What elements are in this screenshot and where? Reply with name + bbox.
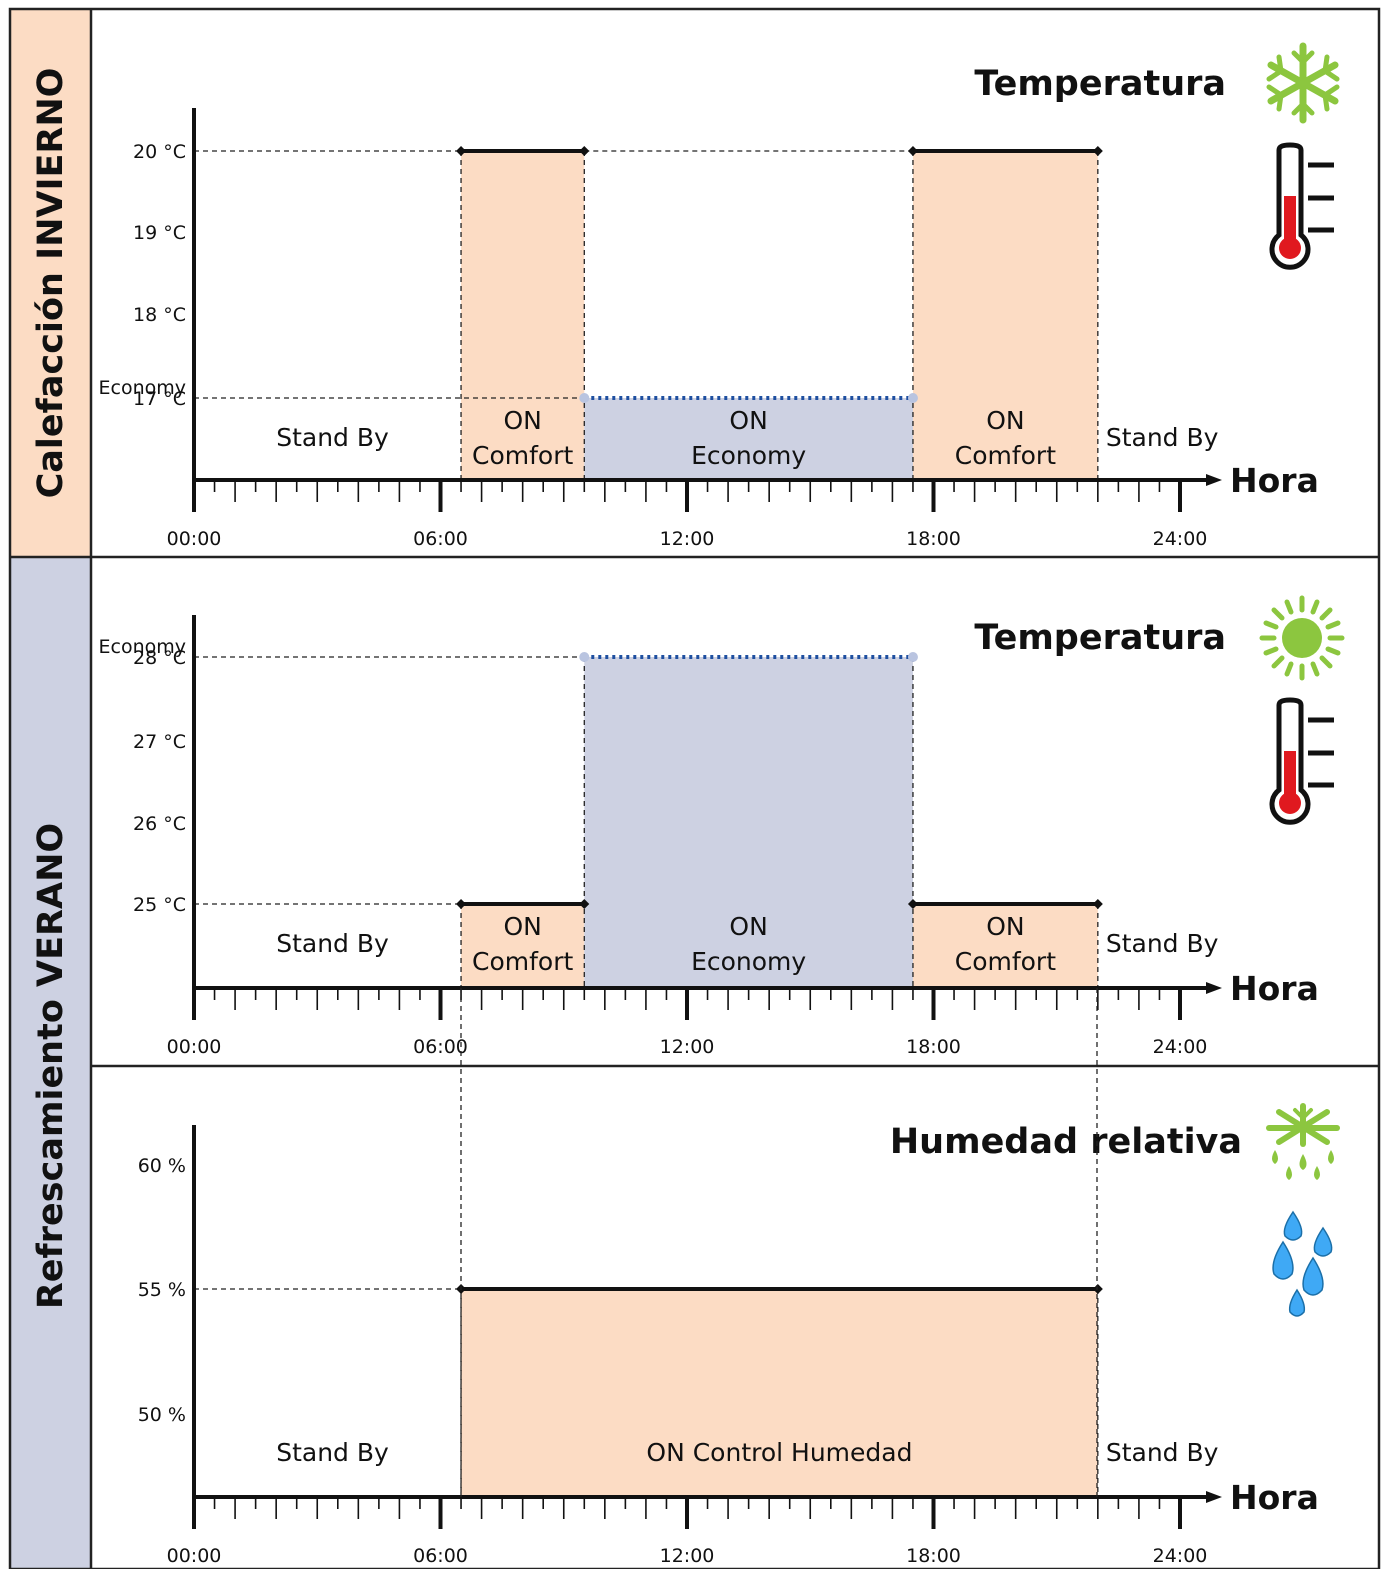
x-tick-label: 18:00 <box>906 528 961 550</box>
x-tick-label: 12:00 <box>660 1545 715 1567</box>
band-label: ON Control Humedad <box>646 1438 912 1467</box>
economy-band <box>584 657 913 988</box>
chart-title: Humedad relativa <box>890 1122 1242 1162</box>
thermometer-icon <box>1269 142 1334 270</box>
y-tick-label: 18 °C <box>133 304 186 326</box>
standby-label: Stand By <box>1106 423 1219 452</box>
x-axis-title: Hora <box>1230 969 1319 1008</box>
x-tick-label: 24:00 <box>1153 528 1208 550</box>
x-axis-arrow <box>1206 982 1222 994</box>
comfort-band <box>461 904 585 988</box>
comfort-band <box>461 151 585 480</box>
summer-side-band <box>10 557 91 1569</box>
y-tick-label: 25 °C <box>133 894 186 916</box>
y-tick-label: 26 °C <box>133 813 186 835</box>
y-tick-label: 55 % <box>138 1279 186 1301</box>
y-tick-label: 50 % <box>138 1404 186 1426</box>
x-tick-label: 24:00 <box>1153 1545 1208 1567</box>
band-label-mode: Comfort <box>472 441 573 470</box>
comfort-band <box>912 151 1098 480</box>
band-label-on: ON <box>503 406 541 435</box>
y-tick-label: 17 °C <box>133 388 186 410</box>
band-label-mode: Comfort <box>472 947 573 976</box>
y-tick-label: 27 °C <box>133 731 186 753</box>
x-tick-label: 00:00 <box>167 1036 222 1058</box>
x-tick-label: 06:00 <box>413 1036 468 1058</box>
standby-label: Stand By <box>1106 929 1219 958</box>
economy-endpoint <box>907 393 918 403</box>
standby-label: Stand By <box>276 423 389 452</box>
x-axis-arrow <box>1206 1491 1222 1503</box>
x-tick-label: 18:00 <box>906 1545 961 1567</box>
x-axis-arrow <box>1206 474 1222 486</box>
band-label-on: ON <box>986 912 1024 941</box>
band-label-mode: Comfort <box>955 441 1056 470</box>
snowflake-icon <box>1266 42 1340 124</box>
economy-endpoint <box>579 652 590 662</box>
x-tick-label: 00:00 <box>167 1545 222 1567</box>
band-label-on: ON <box>986 406 1024 435</box>
band-label-on: ON <box>503 912 541 941</box>
setpoint-marker <box>579 899 590 909</box>
y-tick-label-economy: Economy <box>99 377 187 399</box>
comfort-band <box>461 1289 1098 1497</box>
y-tick-label: 20 °C <box>133 141 186 163</box>
setpoint-marker <box>907 146 918 156</box>
winter-section-label: Calefacción INVIERNO <box>31 68 71 499</box>
economy-band <box>584 398 913 480</box>
y-tick-label: 28 °C <box>133 647 186 669</box>
setpoint-marker <box>1092 899 1103 909</box>
economy-endpoint <box>579 393 590 403</box>
standby-label: Stand By <box>276 1438 389 1467</box>
x-tick-label: 06:00 <box>413 1545 468 1567</box>
setpoint-marker <box>1092 146 1103 156</box>
thermometer-icon <box>1269 697 1334 825</box>
comfort-band <box>912 904 1098 988</box>
setpoint-marker <box>456 146 467 156</box>
sun-icon <box>1259 595 1345 681</box>
x-tick-label: 12:00 <box>660 528 715 550</box>
x-axis-title: Hora <box>1230 461 1319 500</box>
y-tick-label: 19 °C <box>133 222 186 244</box>
x-tick-label: 06:00 <box>413 528 468 550</box>
winter-temperature-chart: 00:00 06:00 12:00 18:00 24:00 20 °C 19 °C 18 °C… <box>99 64 1319 550</box>
economy-endpoint <box>907 652 918 662</box>
band-label-on: ON <box>729 912 767 941</box>
standby-label: Stand By <box>1106 1438 1219 1467</box>
snowflake-drops-icon <box>1266 1103 1340 1180</box>
x-tick-label: 18:00 <box>906 1036 961 1058</box>
setpoint-marker <box>907 899 918 909</box>
chart-title: Temperatura <box>974 64 1226 104</box>
band-label-mode: Economy <box>691 441 806 470</box>
band-label-on: ON <box>729 406 767 435</box>
x-tick-label: 12:00 <box>660 1036 715 1058</box>
band-label-mode: Comfort <box>955 947 1056 976</box>
outer-frame <box>8 7 1381 1569</box>
x-tick-label: 24:00 <box>1153 1036 1208 1058</box>
band-label-mode: Economy <box>691 947 806 976</box>
summer-section-label: Refrescamiento VERANO <box>31 823 71 1309</box>
y-tick-label: 60 % <box>138 1155 186 1177</box>
setpoint-marker <box>456 899 467 909</box>
water-drops-icon <box>1272 1210 1333 1317</box>
setpoint-marker <box>1092 1284 1103 1294</box>
chart-title: Temperatura <box>974 618 1226 658</box>
x-tick-label: 00:00 <box>167 528 222 550</box>
setpoint-marker <box>579 146 590 156</box>
x-axis-title: Hora <box>1230 1478 1319 1517</box>
y-tick-label-economy: Economy <box>99 636 187 658</box>
summer-humidity-chart: 00:00 06:00 12:00 18:00 24:00 60 % 55 % 50 % ON … <box>138 1122 1319 1567</box>
winter-side-band <box>10 9 91 557</box>
standby-label: Stand By <box>276 929 389 958</box>
